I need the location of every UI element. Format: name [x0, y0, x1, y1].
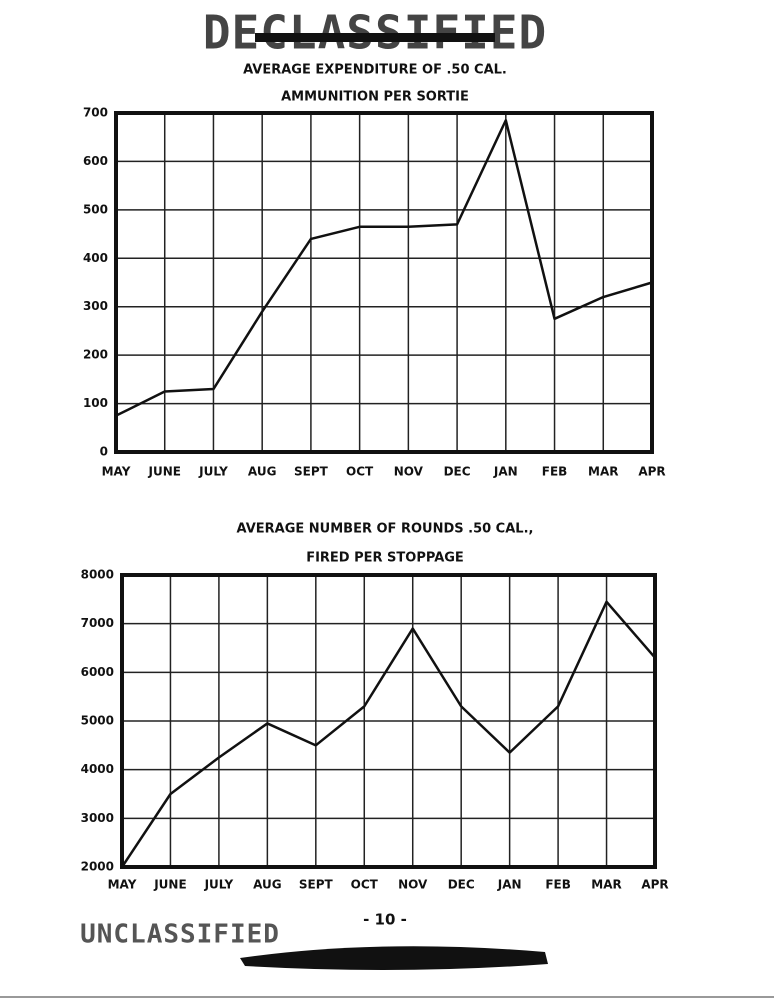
- x-tick-label: JULY: [204, 878, 234, 892]
- y-tick-label: 400: [83, 251, 108, 265]
- chart-subtitle: AMMUNITION PER SORTIE: [281, 90, 469, 105]
- y-tick-label: 7000: [81, 616, 114, 630]
- data-line: [120, 600, 656, 868]
- chart-title: AVERAGE EXPENDITURE OF .50 CAL.: [243, 63, 507, 78]
- x-tick-label: JUNE: [148, 465, 181, 479]
- y-tick-label: 6000: [81, 665, 114, 679]
- x-tick-label: OCT: [351, 878, 379, 892]
- x-tick-label: DEC: [448, 878, 475, 892]
- y-tick-label: 3000: [81, 811, 114, 825]
- x-tick-label: NOV: [398, 878, 428, 892]
- page-number: - 10 -: [363, 911, 407, 929]
- y-tick-label: 300: [83, 299, 108, 313]
- x-tick-label: AUG: [253, 878, 282, 892]
- chart-title: AVERAGE NUMBER OF ROUNDS .50 CAL.,: [237, 522, 534, 537]
- y-tick-label: 4000: [81, 762, 114, 776]
- x-tick-label: DEC: [444, 465, 471, 479]
- y-tick-label: 200: [83, 348, 108, 362]
- x-tick-label: APR: [638, 465, 665, 479]
- y-tick-label: 0: [100, 445, 108, 459]
- x-tick-label: JUNE: [153, 878, 186, 892]
- x-tick-label: NOV: [394, 465, 424, 479]
- y-tick-label: 600: [83, 154, 108, 168]
- x-tick-label: SEPT: [299, 878, 334, 892]
- data-line: [115, 119, 653, 417]
- chart-subtitle: FIRED PER STOPPAGE: [306, 551, 464, 566]
- x-tick-label: JULY: [198, 465, 228, 479]
- y-tick-label: 500: [83, 202, 108, 216]
- y-tick-label: 700: [83, 106, 108, 120]
- x-tick-label: AUG: [248, 465, 277, 479]
- y-tick-label: 100: [83, 396, 108, 410]
- header-stamp: DECLASSIFIED: [203, 6, 547, 60]
- x-tick-label: JAN: [493, 465, 518, 479]
- x-tick-label: MAY: [102, 465, 131, 479]
- y-tick-label: 2000: [81, 860, 114, 874]
- x-tick-label: SEPT: [294, 465, 329, 479]
- x-tick-label: MAY: [108, 878, 137, 892]
- x-tick-label: MAR: [588, 465, 618, 479]
- x-tick-label: MAR: [591, 878, 621, 892]
- x-tick-label: FEB: [545, 878, 571, 892]
- x-tick-label: APR: [641, 878, 668, 892]
- y-tick-label: 8000: [81, 568, 114, 582]
- x-tick-label: OCT: [346, 465, 374, 479]
- strike-bar: [255, 33, 495, 42]
- x-tick-label: FEB: [542, 465, 568, 479]
- plot-frame: [120, 573, 657, 869]
- footer-stamp: UNCLASSIFIED: [80, 920, 280, 950]
- x-tick-label: JAN: [497, 878, 522, 892]
- ink-smudge: [240, 946, 548, 971]
- y-tick-label: 5000: [81, 714, 114, 728]
